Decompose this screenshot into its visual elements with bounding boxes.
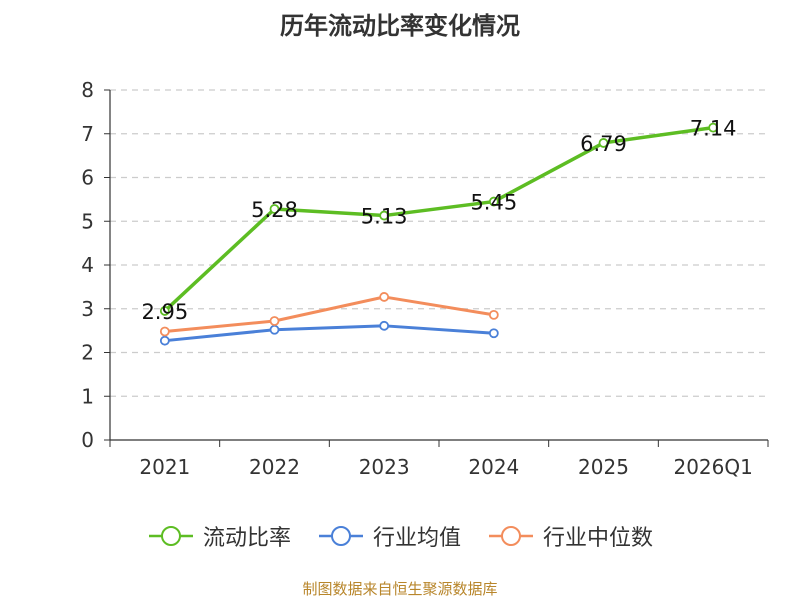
data-point bbox=[379, 210, 390, 221]
data-label: 6.79 bbox=[580, 132, 627, 156]
data-label: 7.14 bbox=[690, 117, 737, 141]
series-line bbox=[164, 295, 495, 333]
data-point bbox=[269, 324, 280, 335]
data-label: 5.13 bbox=[361, 205, 408, 229]
data-point bbox=[159, 335, 170, 346]
legend-marker-industry-median bbox=[489, 526, 533, 546]
data-point bbox=[488, 328, 499, 339]
data-point bbox=[159, 306, 170, 316]
legend-item-industry-average[interactable]: 行业均值 bbox=[317, 520, 461, 552]
data-label: 5.28 bbox=[251, 198, 298, 222]
legend-label-current-ratio: 流动比率 bbox=[202, 526, 291, 551]
legend-marker-industry-average bbox=[318, 526, 363, 546]
legend-item-industry-median[interactable]: 行业中位数 bbox=[487, 520, 653, 552]
x-tick-label: 2022 bbox=[249, 455, 300, 479]
legend-label-industry-average: 行业均值 bbox=[372, 526, 461, 551]
data-point bbox=[708, 122, 719, 133]
legend-label-industry-median: 行业中位数 bbox=[543, 526, 654, 551]
x-tick-label: 2024 bbox=[468, 455, 519, 479]
data-point bbox=[379, 292, 390, 302]
data-point bbox=[159, 326, 170, 337]
x-tick-label: 2025 bbox=[578, 455, 629, 479]
series-line bbox=[163, 125, 714, 313]
line-chart: 0 1 2 3 4 5 6 7 8 2021 2022 2023 2024 2025 2026Q1 2.95 5… bbox=[81, 78, 769, 479]
data-source-note: 制图数据来自恒生聚源数据库 bbox=[302, 580, 498, 598]
legend-item-current-ratio[interactable]: 流动比率 bbox=[147, 520, 291, 552]
series-line bbox=[164, 324, 494, 343]
data-point bbox=[598, 138, 609, 148]
legend-marker-current-ratio bbox=[148, 526, 193, 546]
chart-title: 历年流动比率变化情况 bbox=[280, 12, 520, 40]
y-tick-label: 7 bbox=[81, 122, 94, 146]
y-tick-label: 4 bbox=[81, 253, 94, 277]
x-tick-label: 2021 bbox=[139, 455, 190, 479]
y-tick-label: 5 bbox=[81, 209, 94, 233]
y-tick-label: 0 bbox=[81, 428, 94, 452]
x-tick-label: 2023 bbox=[359, 455, 410, 479]
data-point bbox=[269, 204, 280, 214]
legend: 流动比率 行业均值 行业中位数 bbox=[0, 520, 800, 552]
data-point bbox=[379, 320, 390, 331]
data-point bbox=[488, 196, 499, 207]
y-tick-label: 2 bbox=[81, 341, 94, 365]
y-tick-label: 6 bbox=[81, 166, 94, 190]
x-tick-label: 2026Q1 bbox=[673, 455, 752, 479]
data-point bbox=[269, 316, 280, 326]
data-point bbox=[488, 309, 499, 320]
y-tick-label: 8 bbox=[81, 78, 94, 102]
data-label: 5.45 bbox=[470, 191, 517, 215]
y-tick-label: 3 bbox=[81, 297, 94, 321]
data-label: 2.95 bbox=[141, 300, 188, 324]
y-tick-label: 1 bbox=[81, 384, 94, 408]
